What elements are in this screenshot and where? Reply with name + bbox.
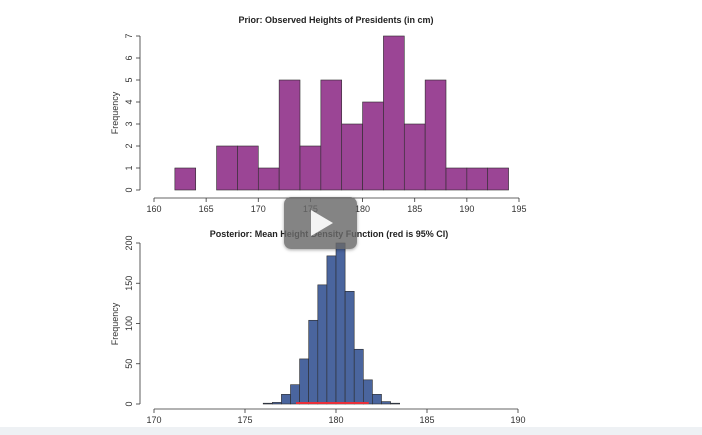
prior-histogram: Prior: Observed Heights of Presidents (i…: [110, 15, 527, 214]
histogram-bar: [278, 79, 301, 191]
y-axis-label: Frequency: [110, 302, 120, 345]
histogram-bar: [299, 358, 310, 405]
histogram-bar: [299, 145, 322, 191]
chart-title: Prior: Observed Heights of Presidents (i…: [238, 15, 433, 25]
y-tick-label: 2: [124, 143, 134, 148]
y-tick-label: 200: [124, 235, 134, 250]
x-tick-label: 160: [146, 204, 161, 214]
y-tick-label: 100: [124, 316, 134, 331]
bars: [174, 35, 509, 191]
y-tick-label: 1: [124, 165, 134, 170]
histogram-bar: [445, 167, 468, 191]
histogram-bar: [262, 402, 273, 405]
x-tick-label: 190: [459, 204, 474, 214]
y-tick-label: 150: [124, 276, 134, 291]
x-tick-label: 175: [237, 415, 252, 425]
histogram-bar: [424, 79, 447, 191]
x-tick-label: 165: [199, 204, 214, 214]
x-tick-label: 190: [510, 415, 525, 425]
x-tick-label: 195: [511, 204, 526, 214]
player-bar: [0, 427, 702, 435]
histogram-bar: [257, 167, 280, 191]
histogram-bar: [344, 290, 355, 405]
histogram-bar: [317, 284, 328, 405]
y-tick-label: 5: [124, 77, 134, 82]
y-tick-label: 0: [124, 187, 134, 192]
x-tick-label: 185: [419, 415, 434, 425]
x-tick-label: 180: [355, 204, 370, 214]
histogram-bar: [326, 255, 337, 405]
y-tick-label: 3: [124, 121, 134, 126]
play-button[interactable]: [284, 197, 357, 249]
x-tick-label: 170: [251, 204, 266, 214]
histogram-bar: [237, 145, 259, 191]
histogram-bar: [174, 167, 197, 191]
histogram-bar: [362, 101, 384, 191]
histogram-bar: [290, 384, 300, 405]
y-tick-label: 6: [124, 55, 134, 60]
bars: [262, 242, 401, 405]
histogram-bar: [383, 35, 405, 191]
y-tick-label: 7: [124, 33, 134, 38]
posterior-histogram: Posterior: Mean Height Density Function …: [110, 229, 526, 425]
histogram-bar: [271, 402, 282, 405]
histogram-bar: [308, 319, 319, 405]
histogram-bar: [372, 394, 382, 405]
y-axis: 0 1 2 3 4 5 6 7: [124, 33, 141, 193]
histogram-bar: [335, 242, 346, 405]
histogram-bar: [466, 167, 489, 191]
histogram-bar: [381, 401, 391, 405]
histogram-bar: [403, 123, 426, 191]
y-tick-label: 50: [124, 359, 134, 369]
y-axis-label: Frequency: [110, 91, 120, 134]
y-tick-label: 0: [124, 401, 134, 406]
histogram-bar: [487, 167, 509, 191]
x-tick-label: 170: [146, 415, 161, 425]
histogram-bar: [320, 79, 343, 191]
y-axis: 0 50 100 150 200: [124, 235, 141, 407]
histogram-bar: [362, 379, 373, 405]
histogram-bar: [341, 123, 363, 191]
x-tick-label: 185: [407, 204, 422, 214]
x-tick-label: 180: [328, 415, 343, 425]
histogram-bar: [216, 145, 238, 191]
x-axis: 170 175 180 185 190: [146, 408, 526, 425]
y-tick-label: 4: [124, 99, 134, 104]
play-icon: [311, 210, 333, 236]
histogram-bar: [390, 402, 401, 405]
histogram-bar: [353, 348, 364, 405]
histogram-bar: [281, 394, 291, 405]
